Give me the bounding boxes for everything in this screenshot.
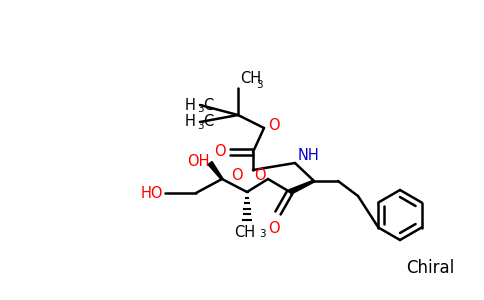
Text: H: H bbox=[185, 115, 196, 130]
Text: 3: 3 bbox=[197, 104, 204, 114]
Text: HO: HO bbox=[140, 185, 163, 200]
Text: C: C bbox=[203, 98, 213, 112]
Text: H: H bbox=[185, 98, 196, 112]
Text: C: C bbox=[203, 115, 213, 130]
Text: CH: CH bbox=[240, 71, 261, 86]
Polygon shape bbox=[289, 180, 315, 194]
Text: O: O bbox=[268, 118, 280, 134]
Text: CH: CH bbox=[234, 225, 256, 240]
Text: NH: NH bbox=[298, 148, 320, 164]
Polygon shape bbox=[208, 161, 223, 180]
Text: Chiral: Chiral bbox=[406, 259, 454, 277]
Text: O: O bbox=[268, 221, 280, 236]
Text: 3: 3 bbox=[256, 80, 263, 90]
Text: O: O bbox=[231, 167, 243, 182]
Text: 3: 3 bbox=[197, 121, 204, 131]
Text: O: O bbox=[255, 167, 266, 182]
Text: O: O bbox=[214, 145, 226, 160]
Text: OH: OH bbox=[187, 154, 210, 169]
Text: 3: 3 bbox=[259, 229, 266, 239]
